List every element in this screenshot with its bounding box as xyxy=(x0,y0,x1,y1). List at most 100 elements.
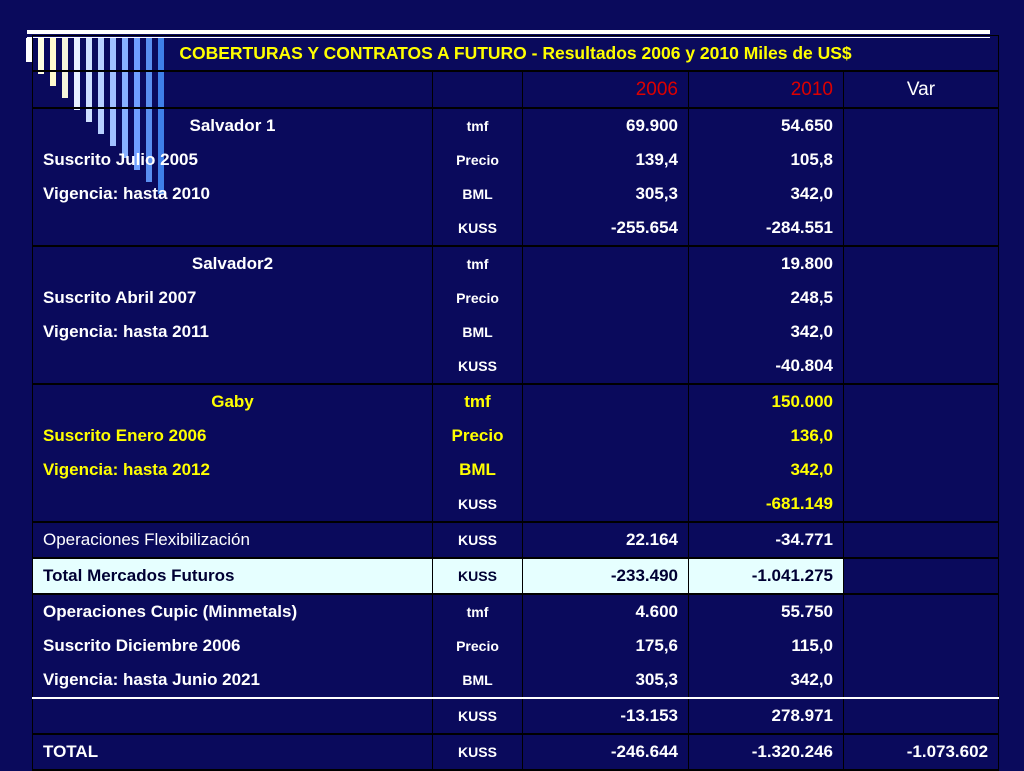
table-row: Suscrito Diciembre 2006 Precio 175,6 115,0 xyxy=(32,629,1000,663)
table-title: COBERTURAS Y CONTRATOS A FUTURO - Result… xyxy=(31,35,1000,72)
value-2010: 248,5 xyxy=(688,281,844,315)
value-2010: 342,0 xyxy=(688,177,844,211)
row-label: Vigencia: hasta 2010 xyxy=(32,177,433,211)
row-unit: Precio xyxy=(432,143,523,177)
table-row: Gaby tmf 150.000 xyxy=(32,383,1000,419)
value-2006 xyxy=(522,281,689,315)
row-unit: tmf xyxy=(432,245,523,281)
value-2010: 150.000 xyxy=(688,383,844,419)
row-unit: BML xyxy=(432,177,523,211)
row-label: Suscrito Enero 2006 xyxy=(32,419,433,453)
value-2010: 55.750 xyxy=(688,593,844,629)
value-var xyxy=(842,315,1000,349)
value-2006 xyxy=(522,383,689,419)
value-var xyxy=(842,453,1000,487)
row-label: TOTAL xyxy=(32,733,433,771)
value-2010: 115,0 xyxy=(688,629,844,663)
row-unit: KUSS xyxy=(432,487,523,522)
row-unit: KUSS xyxy=(432,211,523,246)
row-unit: BML xyxy=(432,663,523,698)
header-2010: 2010 xyxy=(688,71,844,109)
value-2006: -233.490 xyxy=(522,557,689,594)
header-var: Var xyxy=(842,71,1000,109)
title-row: COBERTURAS Y CONTRATOS A FUTURO - Result… xyxy=(31,35,1000,72)
row-label: Operaciones Flexibilización xyxy=(32,521,433,558)
row-unit: tmf xyxy=(432,108,523,143)
row-label: Suscrito Diciembre 2006 xyxy=(32,629,433,663)
row-label: Vigencia: hasta Junio 2021 xyxy=(32,663,433,698)
row-label: Salvador2 xyxy=(32,245,433,281)
value-2010: -1.320.246 xyxy=(688,733,844,771)
table-row: KUSS -40.804 xyxy=(32,349,1000,384)
row-unit: BML xyxy=(432,453,523,487)
value-var xyxy=(842,108,1000,143)
value-2010: 342,0 xyxy=(688,663,844,698)
value-var xyxy=(842,697,1000,734)
value-var xyxy=(842,593,1000,629)
table-row: Salvador 1 tmf 69.900 54.650 xyxy=(32,108,1000,143)
value-var: -1.073.602 xyxy=(842,733,1000,771)
value-2010: 342,0 xyxy=(688,315,844,349)
row-unit: KUSS xyxy=(432,697,523,734)
value-2006 xyxy=(522,453,689,487)
row-label: Vigencia: hasta 2012 xyxy=(32,453,433,487)
table-row: Salvador2 tmf 19.800 xyxy=(32,245,1000,281)
table-row: KUSS -13.153 278.971 xyxy=(32,697,1000,734)
value-var xyxy=(842,177,1000,211)
table-row: KUSS -681.149 xyxy=(32,487,1000,522)
row-unit: KUSS xyxy=(432,349,523,384)
row-label xyxy=(32,487,433,522)
row-label xyxy=(32,211,433,246)
table-row: Vigencia: hasta Junio 2021 BML 305,3 342,0 xyxy=(32,663,1000,698)
value-2006 xyxy=(522,349,689,384)
row-unit: Precio xyxy=(432,281,523,315)
table-row: Operaciones Flexibilización KUSS 22.164 -34… xyxy=(32,521,1000,558)
value-var xyxy=(842,143,1000,177)
row-unit: Precio xyxy=(432,419,523,453)
value-var xyxy=(842,663,1000,698)
value-var xyxy=(842,349,1000,384)
header-blank-2 xyxy=(432,71,523,109)
table-row: TOTAL KUSS -246.644 -1.320.246 -1.073.602 xyxy=(32,733,1000,771)
value-var xyxy=(842,487,1000,522)
value-2010: 278.971 xyxy=(688,697,844,734)
table-row: Vigencia: hasta 2011 BML 342,0 xyxy=(32,315,1000,349)
value-2006: 175,6 xyxy=(522,629,689,663)
row-unit: KUSS xyxy=(432,557,523,594)
value-2006: 4.600 xyxy=(522,593,689,629)
header-row: 2006 2010 Var xyxy=(32,71,1000,109)
row-label: Vigencia: hasta 2011 xyxy=(32,315,433,349)
row-label: Salvador 1 xyxy=(32,108,433,143)
value-var xyxy=(842,521,1000,558)
value-2006 xyxy=(522,487,689,522)
value-2010: -40.804 xyxy=(688,349,844,384)
value-2006 xyxy=(522,419,689,453)
value-var xyxy=(842,211,1000,246)
value-2010: 54.650 xyxy=(688,108,844,143)
table-row: KUSS -255.654 -284.551 xyxy=(32,211,1000,246)
value-2010: -681.149 xyxy=(688,487,844,522)
table-row: Suscrito Abril 2007 Precio 248,5 xyxy=(32,281,1000,315)
top-rule xyxy=(27,30,990,34)
value-2006 xyxy=(522,315,689,349)
value-var xyxy=(842,557,1000,594)
row-unit: BML xyxy=(432,315,523,349)
row-label: Suscrito Abril 2007 xyxy=(32,281,433,315)
value-2006: 69.900 xyxy=(522,108,689,143)
value-2006: 305,3 xyxy=(522,663,689,698)
row-label: Total Mercados Futuros xyxy=(32,557,433,594)
table-row: Suscrito Enero 2006 Precio 136,0 xyxy=(32,419,1000,453)
row-unit: tmf xyxy=(432,383,523,419)
value-2010: 342,0 xyxy=(688,453,844,487)
value-2010: -284.551 xyxy=(688,211,844,246)
row-unit: tmf xyxy=(432,593,523,629)
row-label: Gaby xyxy=(32,383,433,419)
value-2010: -34.771 xyxy=(688,521,844,558)
value-2006: -255.654 xyxy=(522,211,689,246)
row-label xyxy=(32,697,433,734)
value-var xyxy=(842,629,1000,663)
row-label: Suscrito Julio 2005 xyxy=(32,143,433,177)
value-2006: -246.644 xyxy=(522,733,689,771)
value-2010: 105,8 xyxy=(688,143,844,177)
value-2010: -1.041.275 xyxy=(688,557,844,594)
